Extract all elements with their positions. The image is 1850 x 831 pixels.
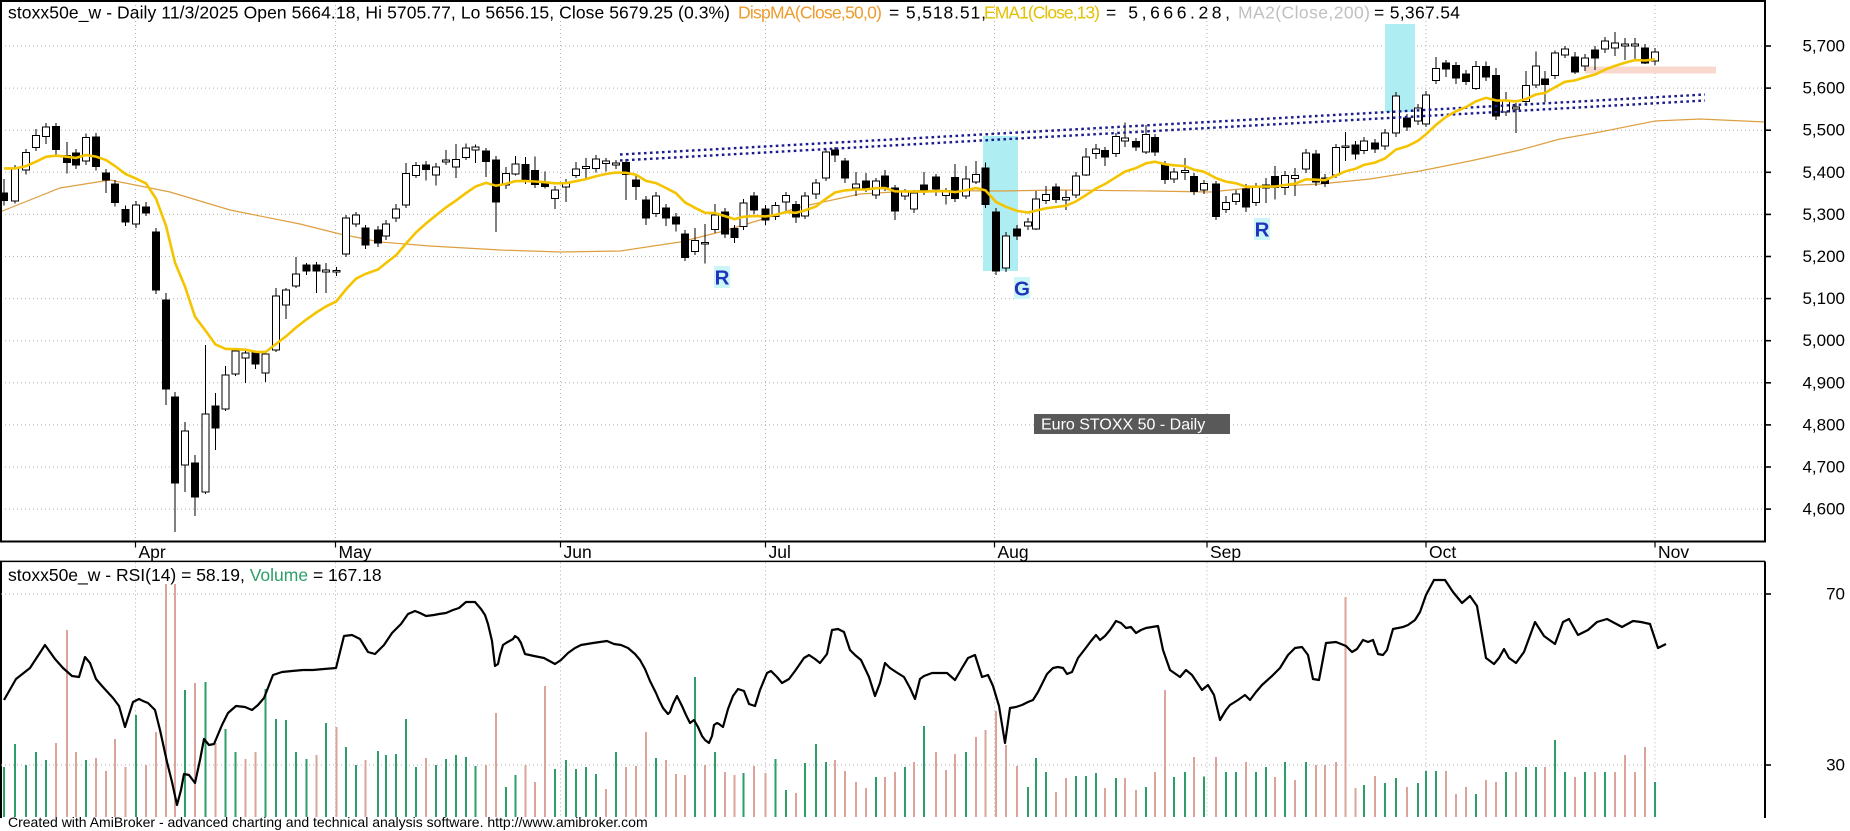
svg-text:5,700: 5,700 <box>1802 37 1845 56</box>
svg-text:stoxx50e_w - RSI(14) = 58.19,: stoxx50e_w - RSI(14) = 58.19, Volume = 1… <box>8 565 382 586</box>
svg-text:G: G <box>1014 278 1030 301</box>
svg-text:Euro STOXX 50 - Daily: Euro STOXX 50 - Daily <box>1041 417 1205 434</box>
svg-text:Apr: Apr <box>139 542 166 562</box>
svg-text:5,100: 5,100 <box>1802 289 1845 308</box>
svg-text:R: R <box>1255 219 1270 242</box>
svg-text:5,400: 5,400 <box>1802 163 1845 182</box>
svg-text:Aug: Aug <box>998 542 1029 562</box>
svg-text:= 5,666.28,: = 5,666.28, <box>1106 3 1230 23</box>
svg-text:Oct: Oct <box>1429 542 1456 562</box>
svg-text:4,600: 4,600 <box>1802 500 1845 519</box>
svg-text:R: R <box>715 267 730 290</box>
svg-text:Jun: Jun <box>564 542 592 562</box>
svg-text:4,900: 4,900 <box>1802 373 1845 392</box>
svg-text:5,600: 5,600 <box>1802 79 1845 98</box>
svg-text:= 5,518.51,: = 5,518.51, <box>889 3 986 23</box>
svg-text:Created with AmiBroker - advan: Created with AmiBroker - advanced charti… <box>8 814 648 830</box>
svg-text:70: 70 <box>1826 585 1845 604</box>
svg-text:Sep: Sep <box>1210 542 1241 562</box>
svg-text:5,500: 5,500 <box>1802 121 1845 140</box>
svg-text:stoxx50e_w - Daily 11/3/2025 O: stoxx50e_w - Daily 11/3/2025 Open 5664.1… <box>8 3 730 24</box>
svg-text:MA2(Close,200): MA2(Close,200) <box>1238 3 1370 23</box>
svg-text:4,800: 4,800 <box>1802 415 1845 434</box>
svg-text:30: 30 <box>1826 756 1845 775</box>
svg-text:May: May <box>339 542 372 562</box>
svg-text:5,300: 5,300 <box>1802 205 1845 224</box>
svg-text:5,000: 5,000 <box>1802 331 1845 350</box>
svg-text:EMA1(Close,13): EMA1(Close,13) <box>984 3 1100 23</box>
svg-text:Jul: Jul <box>769 542 791 562</box>
svg-text:= 5,367.54: = 5,367.54 <box>1374 3 1460 23</box>
svg-text:5,200: 5,200 <box>1802 247 1845 266</box>
svg-text:DispMA(Close,50,0): DispMA(Close,50,0) <box>738 3 882 23</box>
svg-text:Nov: Nov <box>1658 542 1689 562</box>
svg-text:4,700: 4,700 <box>1802 458 1845 477</box>
